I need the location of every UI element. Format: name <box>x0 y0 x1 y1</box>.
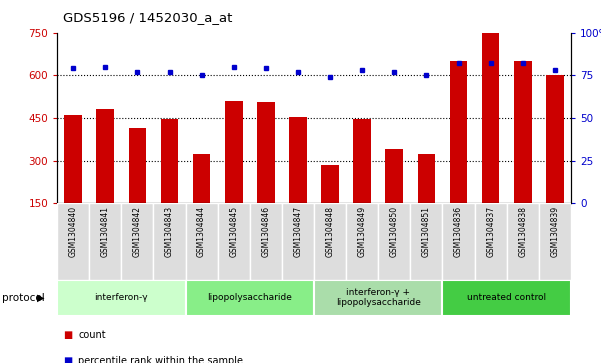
Bar <box>129 128 146 246</box>
Text: GSM1304848: GSM1304848 <box>326 205 335 257</box>
Text: GSM1304846: GSM1304846 <box>261 205 270 257</box>
Bar <box>314 280 442 316</box>
Text: GSM1304850: GSM1304850 <box>390 205 399 257</box>
Bar <box>218 203 250 280</box>
Bar <box>225 101 243 246</box>
Text: GSM1304840: GSM1304840 <box>69 205 78 257</box>
Bar <box>450 61 468 246</box>
Text: GSM1304843: GSM1304843 <box>165 205 174 257</box>
Text: GSM1304844: GSM1304844 <box>197 205 206 257</box>
Bar <box>475 203 507 280</box>
Bar <box>378 203 410 280</box>
Bar <box>250 203 282 280</box>
Bar <box>353 119 371 246</box>
Bar <box>507 203 539 280</box>
Bar <box>410 203 442 280</box>
Text: ■: ■ <box>63 330 72 340</box>
Text: GSM1304841: GSM1304841 <box>101 205 110 257</box>
Text: GSM1304836: GSM1304836 <box>454 205 463 257</box>
Bar <box>121 203 153 280</box>
Bar <box>186 203 218 280</box>
Bar <box>482 31 499 246</box>
Bar <box>418 154 435 246</box>
Text: GSM1304842: GSM1304842 <box>133 205 142 257</box>
Text: GSM1304847: GSM1304847 <box>293 205 302 257</box>
Text: protocol: protocol <box>2 293 44 303</box>
Bar <box>442 203 475 280</box>
Bar <box>186 280 314 316</box>
Bar <box>153 203 186 280</box>
Text: ▶: ▶ <box>37 293 44 303</box>
Text: GSM1304851: GSM1304851 <box>422 205 431 257</box>
Bar <box>314 203 346 280</box>
Text: interferon-γ +
lipopolysaccharide: interferon-γ + lipopolysaccharide <box>336 288 421 307</box>
Bar <box>514 61 532 246</box>
Bar <box>442 280 571 316</box>
Bar <box>385 149 403 246</box>
Bar <box>257 102 275 246</box>
Text: GSM1304849: GSM1304849 <box>358 205 367 257</box>
Bar <box>539 203 571 280</box>
Text: ■: ■ <box>63 356 72 363</box>
Text: GSM1304838: GSM1304838 <box>518 205 527 257</box>
Text: percentile rank within the sample: percentile rank within the sample <box>78 356 243 363</box>
Text: lipopolysaccharide: lipopolysaccharide <box>207 293 292 302</box>
Text: untreated control: untreated control <box>467 293 546 302</box>
Text: count: count <box>78 330 106 340</box>
Bar <box>57 203 89 280</box>
Text: interferon-γ: interferon-γ <box>94 293 148 302</box>
Text: GSM1304837: GSM1304837 <box>486 205 495 257</box>
Bar <box>64 115 82 246</box>
Bar <box>193 154 210 246</box>
Text: GSM1304845: GSM1304845 <box>229 205 238 257</box>
Bar <box>282 203 314 280</box>
Bar <box>160 119 178 246</box>
Text: GDS5196 / 1452030_a_at: GDS5196 / 1452030_a_at <box>63 11 233 24</box>
Bar <box>289 117 307 246</box>
Bar <box>57 280 186 316</box>
Bar <box>346 203 378 280</box>
Bar <box>96 110 114 246</box>
Bar <box>89 203 121 280</box>
Bar <box>546 75 564 246</box>
Text: GSM1304839: GSM1304839 <box>551 205 560 257</box>
Bar <box>322 165 339 246</box>
